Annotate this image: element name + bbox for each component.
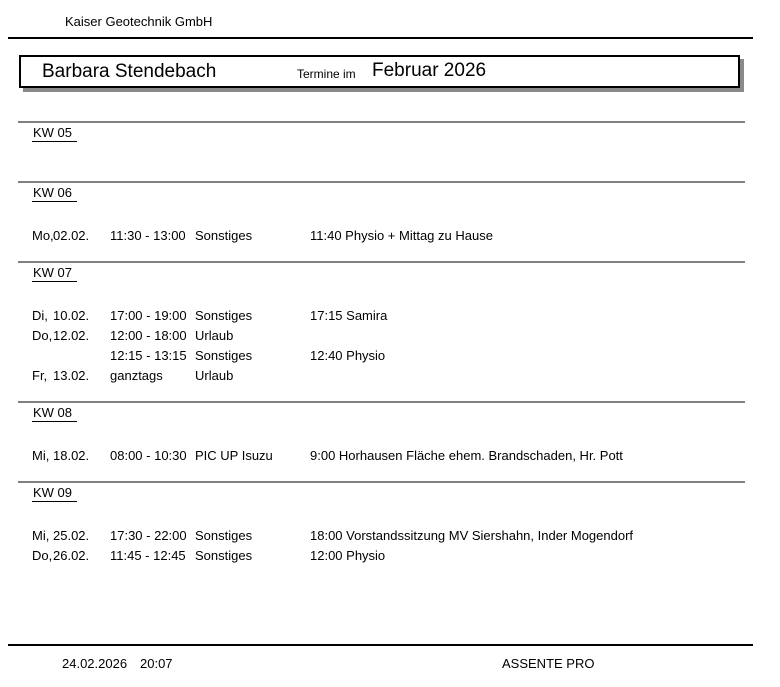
appointment-rows xyxy=(18,143,745,181)
week-label-row: KW 08 xyxy=(18,403,745,423)
week-label: KW 08 xyxy=(32,405,78,422)
time-range: ganztags xyxy=(110,367,163,383)
appointment-rows: Di, 10.02. 17:00 - 19:00 Sonstiges 17:15 Sam… xyxy=(18,283,745,401)
week-label: KW 09 xyxy=(32,485,78,502)
footer-print-time: 20:07 xyxy=(140,656,173,671)
company-name: Kaiser Geotechnik GmbH xyxy=(65,14,213,29)
week-divider-line xyxy=(18,481,745,483)
appointment-row: Mi, 25.02. 17:30 - 22:00 Sonstiges 18:00 Vor… xyxy=(18,525,745,545)
week-divider-line xyxy=(18,401,745,403)
appointment-type: Sonstiges xyxy=(195,307,253,323)
time-range: 11:30 - 13:00 xyxy=(110,227,186,243)
time-range: 08:00 - 10:30 xyxy=(110,447,187,463)
appointment-row: Di, 10.02. 17:00 - 19:00 Sonstiges 17:15 Sam… xyxy=(18,305,745,325)
appointment-description: 12:00 Physio xyxy=(310,547,386,563)
time-range: 17:00 - 19:00 xyxy=(110,307,187,323)
report-title-prefix: Termine im xyxy=(297,67,356,81)
appointment-rows: Mi, 18.02. 08:00 - 10:30 PIC UP Isuzu 9:00 H… xyxy=(18,423,745,481)
week-section: KW 05 xyxy=(18,121,745,181)
week-section: KW 07 Di, 10.02. 17:00 - 19:00 Sonstiges 17:1… xyxy=(18,261,745,401)
appointment-row: Mo, 02.02. 11:30 - 13:00 Sonstiges 11:40 Phy… xyxy=(18,225,745,245)
time-range: 12:00 - 18:00 xyxy=(110,327,187,343)
day-abbr: Do, xyxy=(32,327,53,343)
appointment-type: Urlaub xyxy=(195,327,234,343)
appointment-type: PIC UP Isuzu xyxy=(195,447,273,463)
report-title-box: Barbara Stendebach Termine im Februar 20… xyxy=(19,55,740,88)
day-date: 25.02. xyxy=(53,527,90,543)
appointment-type: Sonstiges xyxy=(195,227,253,243)
appointment-description: 11:40 Physio + Mittag zu Hause xyxy=(310,227,493,243)
week-section: KW 06 Mo, 02.02. 11:30 - 13:00 Sonstiges 11:4… xyxy=(18,181,745,261)
day-abbr: Mo, xyxy=(32,227,54,243)
weeks-list: KW 05 KW 06 Mo, 02.02. 11:30 - 13:00 Sonstige… xyxy=(18,121,745,581)
time-range: 11:45 - 12:45 xyxy=(110,547,186,563)
week-divider-line xyxy=(18,261,745,263)
appointment-type: Urlaub xyxy=(195,367,234,383)
day-abbr: Mi, xyxy=(32,447,50,463)
appointment-row: Fr, 13.02. ganztags Urlaub xyxy=(18,365,745,385)
appointment-rows: Mi, 25.02. 17:30 - 22:00 Sonstiges 18:00 Vor… xyxy=(18,503,745,581)
day-abbr: Do, xyxy=(32,547,53,563)
appointment-description: 12:40 Physio xyxy=(310,347,386,363)
day-date: 02.02. xyxy=(53,227,90,243)
appointment-row: 12:15 - 13:15 Sonstiges 12:40 Physio xyxy=(18,345,745,365)
week-label: KW 06 xyxy=(32,185,78,202)
week-label-row: KW 07 xyxy=(18,263,745,283)
appointment-description: 18:00 Vorstandssitzung MV Siershahn, Ind… xyxy=(310,527,634,543)
person-name: Barbara Stendebach xyxy=(42,61,217,82)
appointment-type: Sonstiges xyxy=(195,527,253,543)
week-divider-line xyxy=(18,121,745,123)
header-rule xyxy=(8,37,753,39)
day-date: 18.02. xyxy=(53,447,90,463)
week-label-row: KW 06 xyxy=(18,183,745,203)
appointment-rows: Mo, 02.02. 11:30 - 13:00 Sonstiges 11:40 Phy… xyxy=(18,203,745,261)
time-range: 17:30 - 22:00 xyxy=(110,527,187,543)
week-section: KW 08 Mi, 18.02. 08:00 - 10:30 PIC UP Isuzu 9… xyxy=(18,401,745,481)
appointment-type: Sonstiges xyxy=(195,547,253,563)
week-label-row: KW 05 xyxy=(18,123,745,143)
appointment-row: Do, 26.02. 11:45 - 12:45 Sonstiges 12:00 Phy… xyxy=(18,545,745,565)
footer-app-name: ASSENTE PRO xyxy=(502,656,595,671)
appointment-type: Sonstiges xyxy=(195,347,253,363)
day-date: 10.02. xyxy=(53,307,90,323)
footer-rule xyxy=(8,644,753,646)
footer-print-date: 24.02.2026 xyxy=(62,656,128,671)
week-label: KW 07 xyxy=(32,265,78,282)
appointment-description: 17:15 Samira xyxy=(310,307,388,323)
day-abbr: Fr, xyxy=(32,367,48,383)
appointment-row: Mi, 18.02. 08:00 - 10:30 PIC UP Isuzu 9:00 H… xyxy=(18,445,745,465)
week-section: KW 09 Mi, 25.02. 17:30 - 22:00 Sonstiges 18:0… xyxy=(18,481,745,581)
week-label: KW 05 xyxy=(32,125,78,142)
day-date: 26.02. xyxy=(53,547,90,563)
week-label-row: KW 09 xyxy=(18,483,745,503)
time-range: 12:15 - 13:15 xyxy=(110,347,187,363)
day-abbr: Di, xyxy=(32,307,48,323)
week-divider-line xyxy=(18,181,745,183)
day-abbr: Mi, xyxy=(32,527,50,543)
day-date: 12.02. xyxy=(53,327,90,343)
report-title-month: Februar 2026 xyxy=(372,60,487,81)
day-date: 13.02. xyxy=(53,367,90,383)
appointment-row: Do, 12.02. 12:00 - 18:00 Urlaub xyxy=(18,325,745,345)
appointment-description: 9:00 Horhausen Fläche ehem. Brandschaden… xyxy=(310,447,623,463)
